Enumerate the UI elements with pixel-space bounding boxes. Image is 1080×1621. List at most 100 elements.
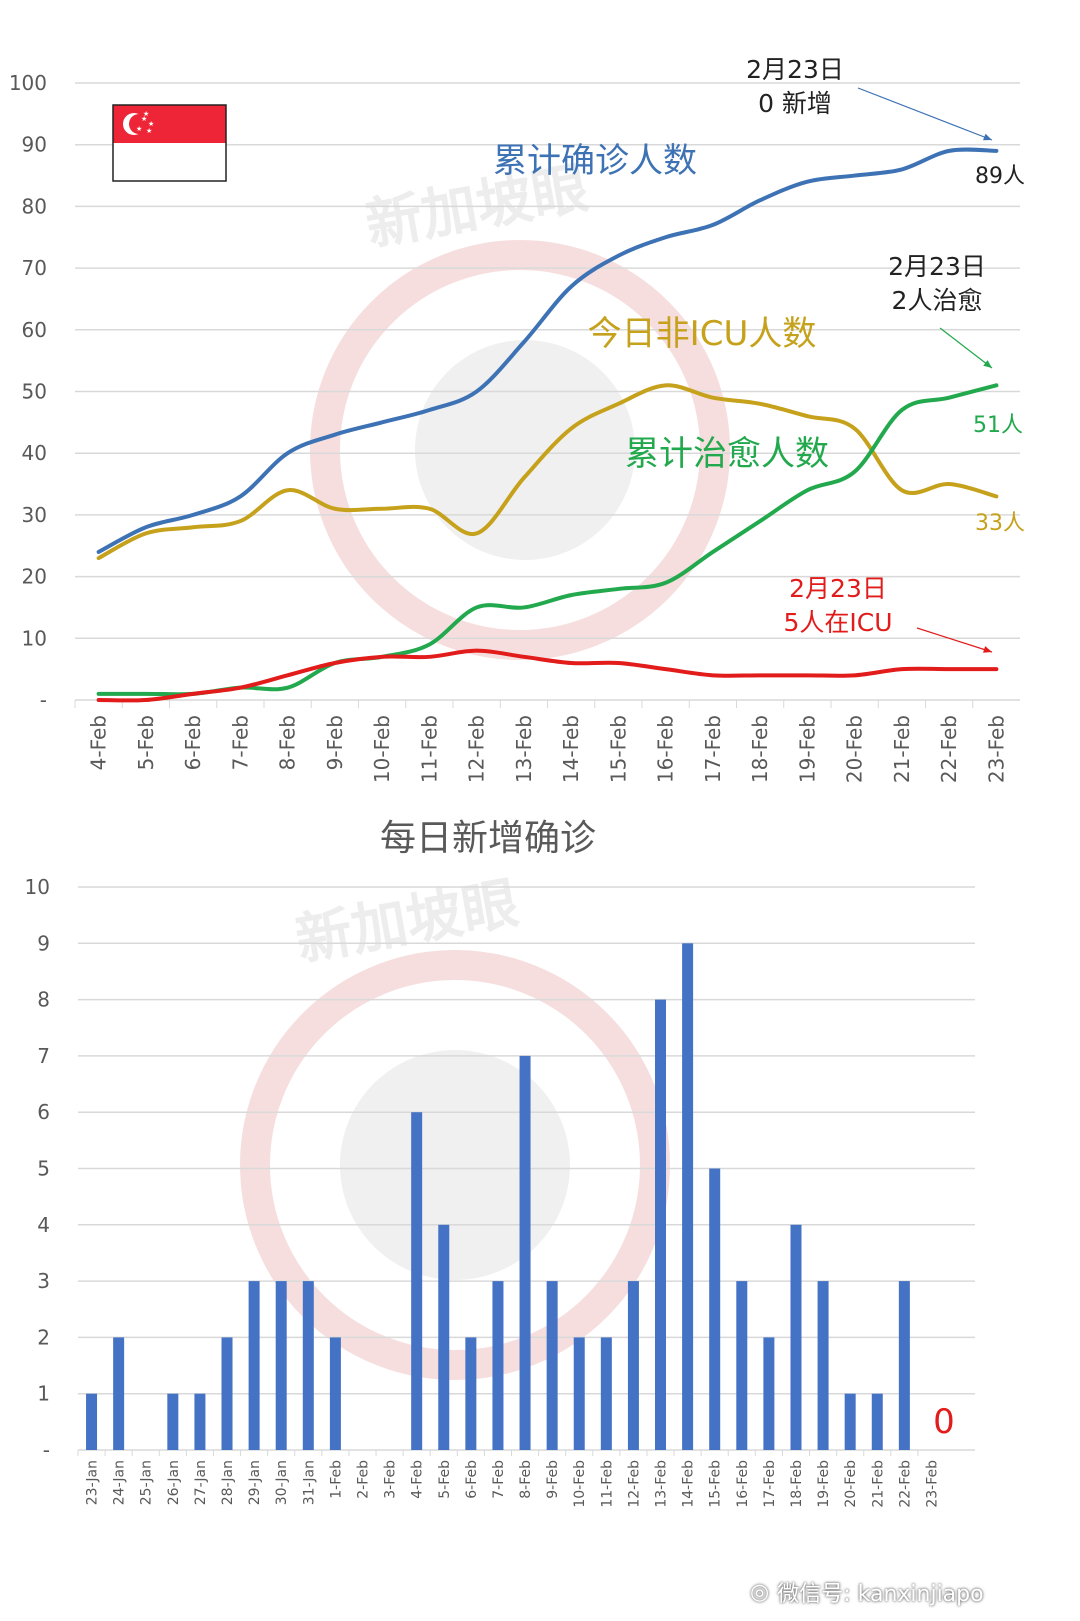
x-tick-label: 19-Feb — [816, 1460, 832, 1508]
wechat-footer: ◎ 微信号: kanxinjiapo — [750, 1572, 1070, 1612]
bar-28-Jan — [221, 1337, 233, 1450]
x-tick-label: 18-Feb — [748, 715, 772, 783]
series-lines — [96, 147, 999, 703]
svg-text:★: ★ — [148, 120, 154, 128]
annotation-date-cumulative: 2月23日 — [746, 55, 844, 84]
bar-4-Feb — [411, 1112, 423, 1450]
series-line-cumulative — [96, 147, 999, 554]
singapore-flag-icon: ★ ★ ★ ★ ★ — [112, 104, 227, 182]
bars — [86, 943, 910, 1450]
x-tick-label: 25-Jan — [139, 1460, 155, 1505]
x-tick-label: 4-Feb — [410, 1460, 426, 1499]
x-tick-label: 8-Feb — [276, 715, 300, 770]
y-tick-label: 100 — [9, 71, 47, 95]
y-tick-label: 20 — [22, 565, 47, 589]
bar-12-Feb — [627, 1281, 639, 1450]
bar-6-Feb — [465, 1337, 477, 1450]
x-tick-label: 23-Jan — [85, 1460, 101, 1505]
annotation-arrowhead-icu — [983, 646, 992, 653]
y-tick-label: 8 — [37, 988, 50, 1012]
annotation-arrow-cumulative — [857, 87, 993, 141]
y-tick-label: - — [40, 688, 47, 712]
x-tick-label: 18-Feb — [789, 1460, 805, 1508]
bar-7-Feb — [492, 1281, 504, 1450]
x-tick-label: 13-Feb — [654, 1460, 670, 1508]
x-tick-label: 19-Feb — [795, 715, 819, 783]
x-tick-label: 13-Feb — [512, 715, 536, 783]
x-tick-label: 6-Feb — [464, 1460, 480, 1499]
bar-17-Feb — [763, 1337, 775, 1450]
y-tick-label: 2 — [37, 1325, 50, 1349]
x-tick-label: 7-Feb — [228, 715, 252, 770]
y-tick-label: 4 — [37, 1213, 50, 1237]
bar-8-Feb — [519, 1055, 531, 1450]
y-tick-label: 40 — [22, 441, 47, 465]
end-label-recovered: 51人 — [973, 413, 1023, 438]
x-tick-label: 29-Jan — [247, 1460, 263, 1505]
x-axis-tick-labels: 4-Feb 5-Feb 6-Feb 7-Feb 8-Feb 9-Feb 10-Feb 11-F… — [74, 700, 1008, 783]
annotation-arrowhead-recovered — [983, 360, 992, 368]
bar-29-Jan — [248, 1281, 260, 1450]
gridlines — [75, 82, 1020, 701]
x-tick-label: 23-Feb — [984, 715, 1008, 783]
series-name-cumulative: 累计确诊人数 — [493, 141, 697, 181]
y-tick-label: 10 — [25, 875, 50, 899]
x-tick-label: 10-Feb — [572, 1460, 588, 1508]
y-tick-label: 1 — [37, 1382, 50, 1406]
bar-15-Feb — [709, 1168, 721, 1450]
watermark-ring-icon — [240, 950, 670, 1380]
x-tick-label: 31-Jan — [301, 1460, 317, 1505]
annotation-arrow-recovered — [939, 327, 993, 369]
x-tick-label: 14-Feb — [559, 715, 583, 783]
bar-1-Feb — [329, 1337, 341, 1450]
x-tick-label: 20-Feb — [843, 1460, 859, 1508]
bar-5-Feb — [438, 1224, 450, 1450]
x-tick-label: 21-Feb — [890, 715, 914, 783]
x-tick-label: 17-Feb — [701, 715, 725, 783]
x-tick-label: 5-Feb — [437, 1460, 453, 1499]
y-tick-label: 3 — [37, 1269, 50, 1293]
x-tick-label: 11-Feb — [599, 1460, 615, 1508]
y-tick-label: 6 — [37, 1100, 50, 1124]
x-tick-label: 24-Jan — [112, 1460, 128, 1505]
x-tick-label: 12-Feb — [626, 1460, 642, 1508]
y-axis-tick-labels: 100 90 80 70 60 50 40 30 20 10 - — [9, 71, 47, 712]
x-axis-tick-labels: 23-Jan 24-Jan 25-Jan 26-Jan 27-Jan 28-Jan 29-J… — [77, 1450, 940, 1508]
x-tick-label: 22-Feb — [937, 715, 961, 783]
cumulative-line-chart: 100 90 80 70 60 50 40 30 20 10 - 4-Feb 5-Feb 6-Feb 7-… — [9, 55, 1025, 783]
wechat-icon: ◎ — [750, 1579, 770, 1605]
x-tick-label: 15-Feb — [606, 715, 630, 783]
x-tick-label: 17-Feb — [762, 1460, 778, 1508]
y-tick-label: 7 — [37, 1044, 50, 1068]
bar-9-Feb — [546, 1281, 558, 1450]
series-line-icu — [96, 648, 999, 703]
bar-30-Jan — [275, 1281, 287, 1450]
series-name-recovered: 累计治愈人数 — [625, 434, 829, 474]
y-tick-label: - — [43, 1438, 50, 1462]
x-tick-label: 30-Jan — [274, 1460, 290, 1505]
svg-text:★: ★ — [136, 125, 142, 133]
bar-14-Feb — [682, 943, 694, 1450]
x-tick-label: 15-Feb — [708, 1460, 724, 1508]
annotation-arrow-icu — [916, 627, 993, 653]
y-axis-tick-labels: 10 9 8 7 6 5 4 3 2 1 - — [25, 875, 50, 1462]
y-tick-label: 70 — [22, 256, 47, 280]
y-tick-label: 80 — [22, 194, 47, 218]
bar-16-Feb — [736, 1281, 748, 1450]
y-tick-label: 50 — [22, 380, 47, 404]
x-tick-label: 12-Feb — [465, 715, 489, 783]
annotation-date-icu: 2月23日 — [789, 574, 887, 603]
bar-27-Jan — [194, 1393, 206, 1450]
end-label-cumulative: 89人 — [975, 164, 1025, 189]
y-tick-label: 9 — [37, 931, 50, 955]
bar-22-Feb — [898, 1281, 910, 1450]
x-tick-label: 11-Feb — [417, 715, 441, 783]
x-tick-label: 22-Feb — [897, 1460, 913, 1508]
x-tick-label: 16-Feb — [735, 1460, 751, 1508]
y-tick-label: 10 — [22, 626, 47, 650]
annotation-date-recovered: 2月23日 — [888, 252, 986, 281]
x-tick-label: 2-Feb — [355, 1460, 371, 1499]
bar-24-Jan — [113, 1337, 125, 1450]
y-tick-label: 60 — [22, 318, 47, 342]
